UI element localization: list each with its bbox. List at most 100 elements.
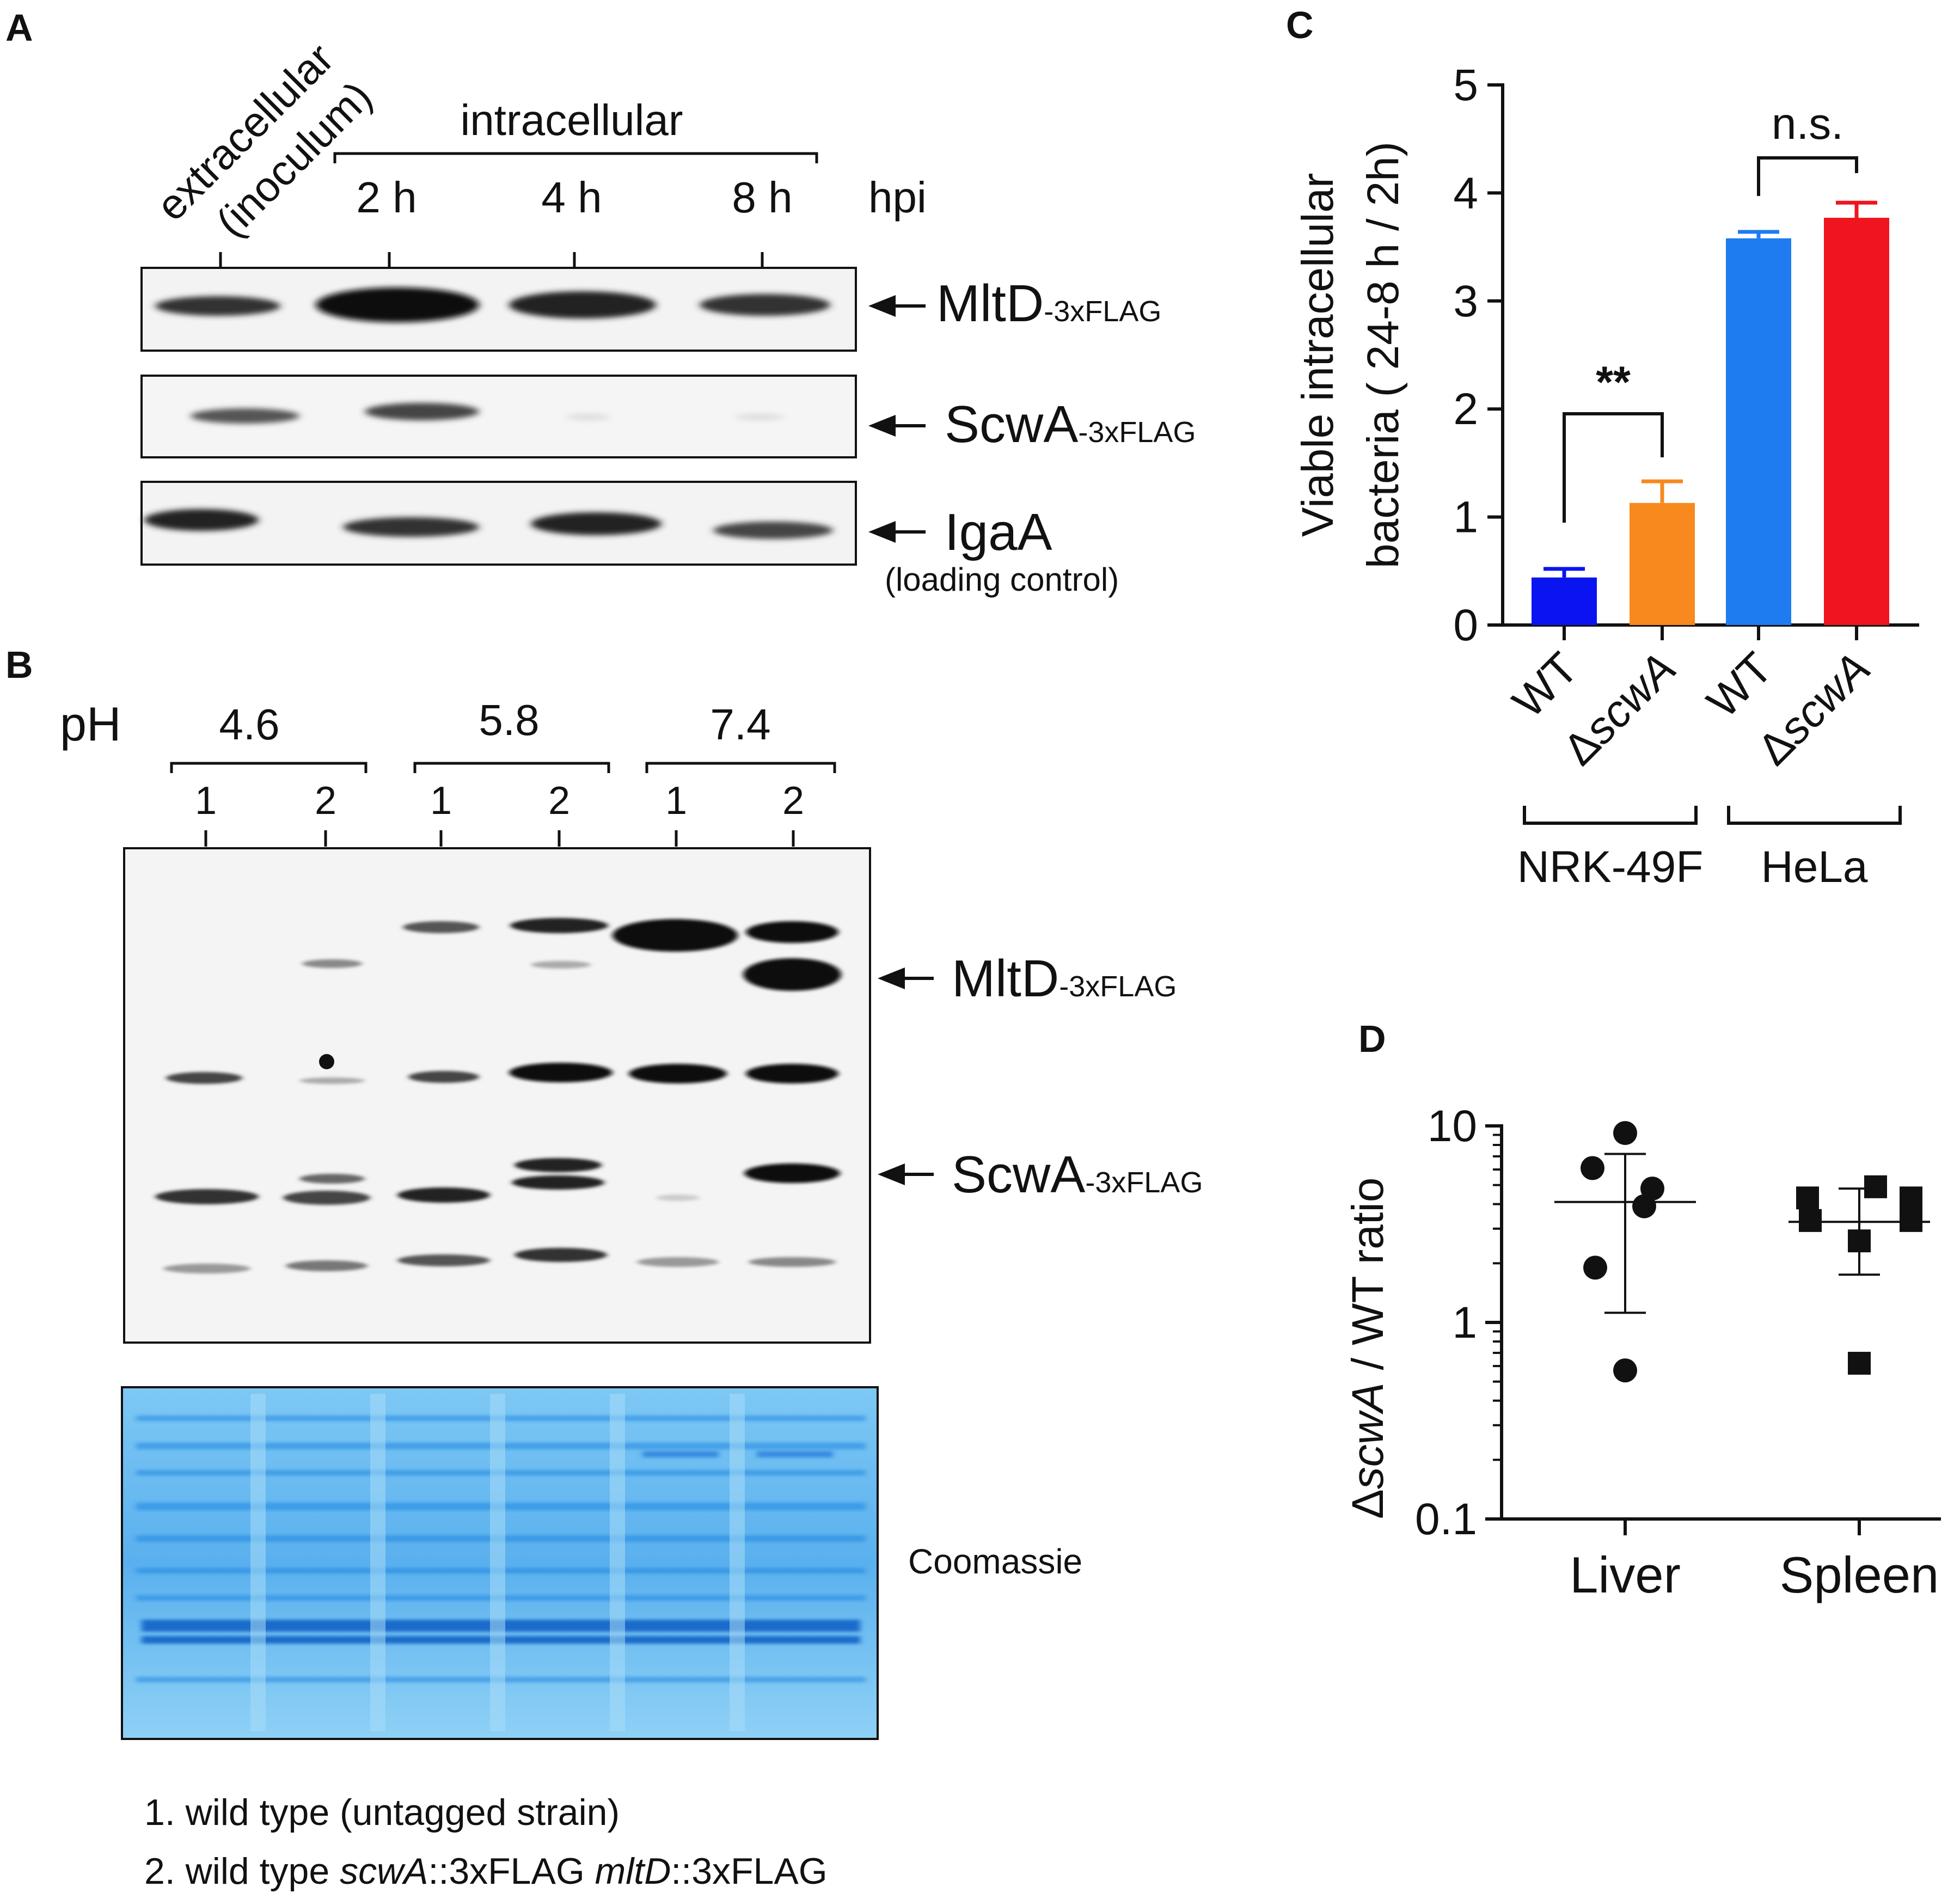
- y-axis-label-line2: bacteria ( 24-8 h / 2h): [1358, 142, 1408, 568]
- intracellular-bracket: [333, 152, 818, 163]
- group-label: HeLa: [1761, 842, 1867, 892]
- lane-ticks-a: [219, 252, 764, 268]
- blot-label-scwa-a: ScwA-3xFLAG: [868, 395, 1196, 454]
- panel-letter-a: A: [5, 7, 33, 49]
- panel-c: C 0 1 2 3 4 5 Viable intracellular bacteria ( 2…: [1286, 4, 1919, 892]
- y-tick-label: 0.1: [1415, 1494, 1477, 1544]
- band-suffix-scwa-b: -3xFLAG: [1085, 1166, 1203, 1199]
- x-tick-label: ΔscwA: [1748, 643, 1880, 775]
- y-tick-label: 4: [1453, 168, 1478, 218]
- ph-group-7-4: 7.4: [710, 700, 770, 749]
- arrow-icon: [878, 967, 905, 989]
- coomassie-gel: [121, 1386, 879, 1740]
- panel-letter-b: B: [5, 644, 33, 686]
- ph-brackets: [170, 762, 836, 773]
- data-point: [1581, 1156, 1604, 1180]
- group-label-intracellular: intracellular: [460, 96, 683, 144]
- western-blot-b: [123, 847, 871, 1344]
- band-suffix-mltd: -3xFLAG: [1044, 295, 1161, 328]
- group-bracket: [1523, 806, 1698, 825]
- svg-text:MltD-3xFLAG: MltD-3xFLAG: [952, 950, 1177, 1008]
- blot-mltd-a: [140, 267, 857, 352]
- y-axis-label: ΔscwA / WT ratio: [1343, 1178, 1393, 1519]
- lane-number: 2: [548, 779, 570, 823]
- band-label-mltd: MltD: [936, 274, 1044, 333]
- arrow-icon: [878, 1163, 905, 1185]
- blot-scwa-a: [140, 375, 857, 458]
- data-point: [1632, 1194, 1656, 1218]
- ph-group-5-8: 5.8: [479, 696, 539, 744]
- data-point: [1848, 1229, 1871, 1253]
- y-tick-label: 10: [1428, 1101, 1477, 1151]
- svg-text:MltD-3xFLAG: MltD-3xFLAG: [936, 274, 1161, 333]
- arrow-icon: [868, 415, 896, 437]
- scatter-chart-d: 0.1 1 10 ΔscwA / WT ratio Liver Spleen: [1343, 1101, 1941, 1603]
- legend-line-2: 2. wild type scwA::3xFLAG mltD::3xFLAG: [144, 1851, 828, 1892]
- svg-text:ScwA-3xFLAG: ScwA-3xFLAG: [945, 395, 1196, 454]
- data-point: [1900, 1209, 1922, 1232]
- band-label-scwa: ScwA: [945, 395, 1078, 454]
- significance-bracket: [1757, 156, 1858, 196]
- ph-label: pH: [60, 697, 121, 751]
- data-point: [1583, 1255, 1607, 1280]
- lane-number: 2: [315, 779, 336, 823]
- loading-control-note: (loading control): [885, 561, 1119, 598]
- lane-label-8h: 8 h: [732, 173, 792, 222]
- y-tick-label: 1: [1452, 1298, 1477, 1347]
- data-point: [1613, 1358, 1637, 1383]
- band-suffix-scwa: -3xFLAG: [1078, 416, 1196, 449]
- lane-number: 1: [195, 779, 217, 823]
- lane-number: 2: [782, 779, 804, 823]
- panel-letter-c: C: [1286, 4, 1314, 46]
- y-tick-label: 1: [1453, 493, 1478, 542]
- data-point: [1864, 1175, 1887, 1198]
- x-tick-label: Liver: [1570, 1546, 1681, 1603]
- band-label-igaa: IgaA: [945, 503, 1052, 561]
- bar: [1630, 503, 1695, 625]
- data-point: [1799, 1209, 1822, 1232]
- blot-igaa-a: [140, 481, 857, 566]
- y-axis-label-line1: Viable intracellular: [1293, 173, 1343, 537]
- panel-a: A extracellular (inoculum) intracellular…: [5, 7, 1196, 598]
- y-tick-label: 0: [1453, 601, 1478, 650]
- y-tick-label: 2: [1453, 384, 1478, 434]
- bar-chart-c: 0 1 2 3 4 5 Viable intracellular bacteria ( 24-…: [1293, 60, 1919, 892]
- panel-b: B pH 4.6 5.8 7.4 1 2 1 2 1 2: [5, 644, 1203, 1892]
- lane-label-4h: 4 h: [541, 173, 602, 222]
- arrow-icon: [868, 521, 896, 543]
- y-tick-label: 5: [1453, 60, 1478, 110]
- lane-number: 1: [665, 779, 687, 823]
- panel-d: D 0.1 1 10 ΔscwA / WT ratio Liver Spleen: [1343, 1018, 1941, 1603]
- significance-label: **: [1596, 358, 1631, 407]
- bar: [1532, 577, 1597, 625]
- group-bracket: [1727, 806, 1902, 825]
- y-tick-label: 3: [1453, 277, 1478, 326]
- x-tick-label: WT: [1503, 643, 1587, 727]
- significance-bracket: [1563, 412, 1664, 523]
- ph-group-4-6: 4.6: [219, 700, 279, 749]
- data-point: [1848, 1351, 1871, 1375]
- legend-line-1: 1. wild type (untagged strain): [144, 1792, 620, 1833]
- x-tick-label: Spleen: [1780, 1546, 1939, 1603]
- unit-label-hpi: hpi: [868, 173, 927, 222]
- data-point: [1796, 1186, 1819, 1210]
- bar: [1726, 238, 1791, 625]
- coomassie-label: Coomassie: [908, 1542, 1082, 1581]
- lane-number: 1: [430, 779, 452, 823]
- blot-label-scwa-b: ScwA-3xFLAG: [878, 1145, 1203, 1204]
- bar: [1824, 218, 1889, 626]
- lane-numbers-b: 1 2 1 2 1 2: [195, 779, 804, 823]
- data-point: [1900, 1186, 1922, 1210]
- band-label-mltd-b: MltD: [952, 950, 1059, 1008]
- lane-ticks-b: [204, 830, 795, 847]
- x-tick-label: ΔscwA: [1554, 643, 1686, 775]
- panel-letter-d: D: [1358, 1018, 1386, 1060]
- x-tick-label: WT: [1698, 643, 1781, 727]
- band-label-scwa-b: ScwA: [952, 1145, 1085, 1204]
- blot-label-mltd-b: MltD-3xFLAG: [878, 950, 1177, 1008]
- blot-label-igaa-a: IgaA (loading control): [868, 503, 1119, 598]
- data-point: [1613, 1121, 1637, 1145]
- band-suffix-mltd-b: -3xFLAG: [1059, 970, 1177, 1003]
- arrow-icon: [868, 295, 896, 317]
